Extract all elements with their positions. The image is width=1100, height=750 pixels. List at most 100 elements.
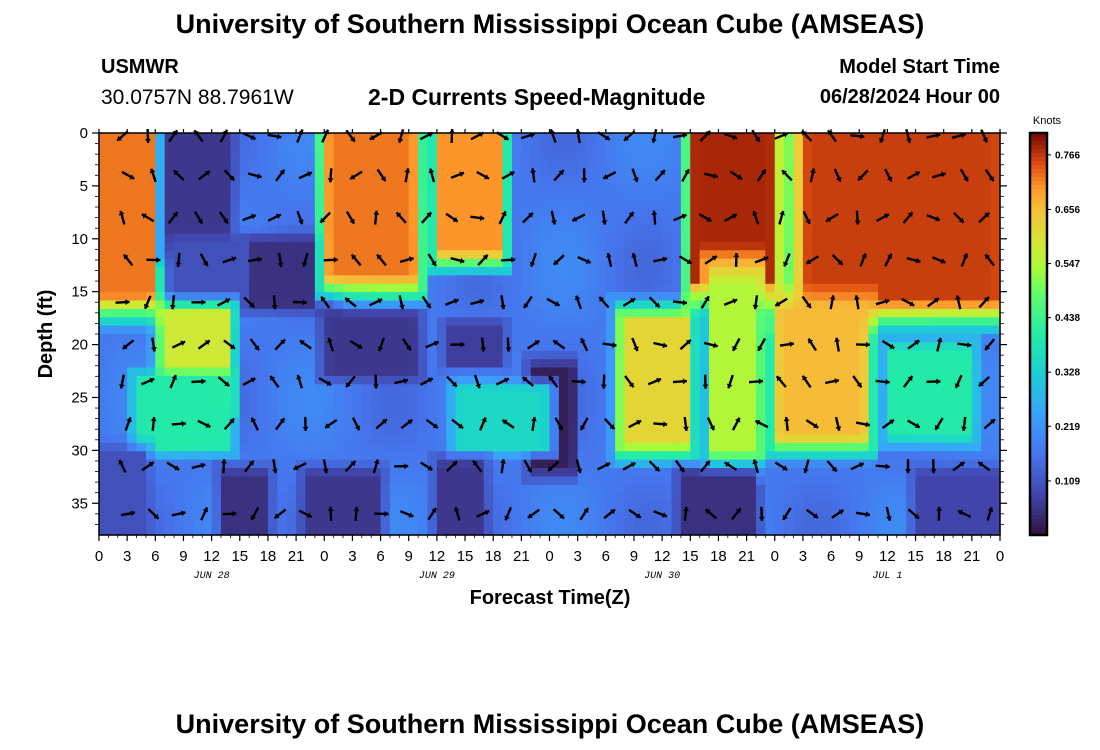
heatmap-cell <box>155 367 166 377</box>
heatmap-cell <box>577 141 588 151</box>
heatmap-cell <box>211 200 222 209</box>
heatmap-cell <box>521 468 532 477</box>
current-arrow <box>986 506 994 521</box>
heatmap-cell <box>981 141 992 151</box>
heatmap-cell <box>596 300 607 310</box>
heatmap-cell <box>643 267 654 276</box>
heatmap-cell <box>540 493 551 503</box>
heatmap-cell <box>924 350 935 360</box>
heatmap-cell <box>155 292 166 302</box>
heatmap-cell <box>108 409 119 419</box>
heatmap-cell <box>136 275 147 285</box>
heatmap-cell <box>605 141 616 151</box>
heatmap-cell <box>221 267 231 276</box>
heatmap-cell <box>643 493 654 503</box>
heatmap-cell <box>380 183 391 193</box>
heatmap-cell <box>577 200 588 209</box>
heatmap-cell <box>605 292 616 302</box>
heatmap-cell <box>511 149 522 159</box>
heatmap-cell <box>821 350 832 360</box>
heatmap-cell <box>568 241 579 251</box>
heatmap-cell <box>249 434 260 444</box>
heatmap-cell <box>680 208 691 218</box>
heatmap-cell <box>943 166 954 176</box>
heatmap-cell <box>155 258 166 268</box>
heatmap-cell <box>774 350 785 360</box>
heatmap-cell <box>511 434 522 444</box>
heatmap-cell <box>971 384 982 394</box>
heatmap-cell <box>587 325 598 335</box>
heatmap-cell <box>877 141 888 151</box>
heatmap-cell <box>371 401 382 410</box>
heatmap-cell <box>615 392 626 402</box>
heatmap-cell <box>399 308 410 318</box>
heatmap-cell <box>896 174 907 184</box>
heatmap-cell <box>990 392 1001 402</box>
heatmap-cell <box>709 459 720 469</box>
heatmap-cell <box>990 350 1001 360</box>
heatmap-cell <box>286 300 297 310</box>
heatmap-cell <box>408 283 419 293</box>
current-arrow <box>859 252 867 267</box>
heatmap-cell <box>849 317 860 327</box>
heatmap-cell <box>277 359 288 369</box>
heatmap-cell <box>643 401 654 410</box>
heatmap-cell <box>164 484 175 494</box>
heatmap-cell <box>192 300 203 310</box>
heatmap-cell <box>380 250 391 260</box>
heatmap-cell <box>286 359 297 369</box>
heatmap-cell <box>699 484 710 494</box>
heatmap-cell <box>436 518 447 528</box>
heatmap-cell <box>737 509 748 519</box>
current-arrow <box>905 128 912 144</box>
heatmap-cell <box>915 375 926 385</box>
heatmap-cell <box>277 459 288 469</box>
heatmap-cell <box>690 484 701 494</box>
heatmap-cell <box>343 417 354 427</box>
heatmap-cell <box>502 292 513 302</box>
heatmap-cell <box>474 384 485 394</box>
heatmap-cell <box>502 233 513 243</box>
heatmap-cell <box>774 401 785 410</box>
heatmap-cell <box>737 501 748 511</box>
current-arrow <box>171 340 186 349</box>
heatmap-cell <box>277 275 288 285</box>
heatmap-cell <box>211 493 222 503</box>
heatmap-cell <box>915 233 926 243</box>
heatmap-cell <box>371 350 382 360</box>
heatmap-cell <box>436 350 447 360</box>
heatmap-cell <box>277 233 288 243</box>
heatmap-cell <box>906 191 917 201</box>
heatmap-cell <box>549 484 560 494</box>
heatmap-cell <box>221 317 231 327</box>
heatmap-cell <box>343 233 354 243</box>
heatmap-cell <box>211 375 222 385</box>
heatmap-cell <box>371 133 382 142</box>
heatmap-cell <box>99 493 109 503</box>
heatmap-cell <box>765 334 776 343</box>
heatmap-cell <box>802 375 813 385</box>
heatmap-cell <box>465 133 476 142</box>
heatmap-cell <box>314 258 325 268</box>
heatmap-cell <box>615 267 626 276</box>
heatmap-cell <box>802 308 813 318</box>
heatmap-cell <box>943 133 954 142</box>
heatmap-cell <box>812 342 823 352</box>
heatmap-cell <box>821 275 832 285</box>
heatmap-cell <box>633 233 644 243</box>
heatmap-cell <box>971 267 982 276</box>
current-arrow <box>875 213 890 223</box>
heatmap-cell <box>877 384 888 394</box>
heatmap-cell <box>427 493 438 503</box>
current-arrow <box>373 210 380 225</box>
heatmap-cell <box>633 225 644 235</box>
heatmap-cell <box>465 359 476 369</box>
heatmap-cell <box>99 459 109 469</box>
heatmap-cell <box>953 426 964 436</box>
heatmap-cell <box>755 468 766 477</box>
heatmap-cell <box>145 300 156 310</box>
heatmap-cell <box>380 493 391 503</box>
heatmap-cell <box>352 417 363 427</box>
heatmap-cell <box>239 216 250 226</box>
heatmap-cell <box>793 133 804 142</box>
